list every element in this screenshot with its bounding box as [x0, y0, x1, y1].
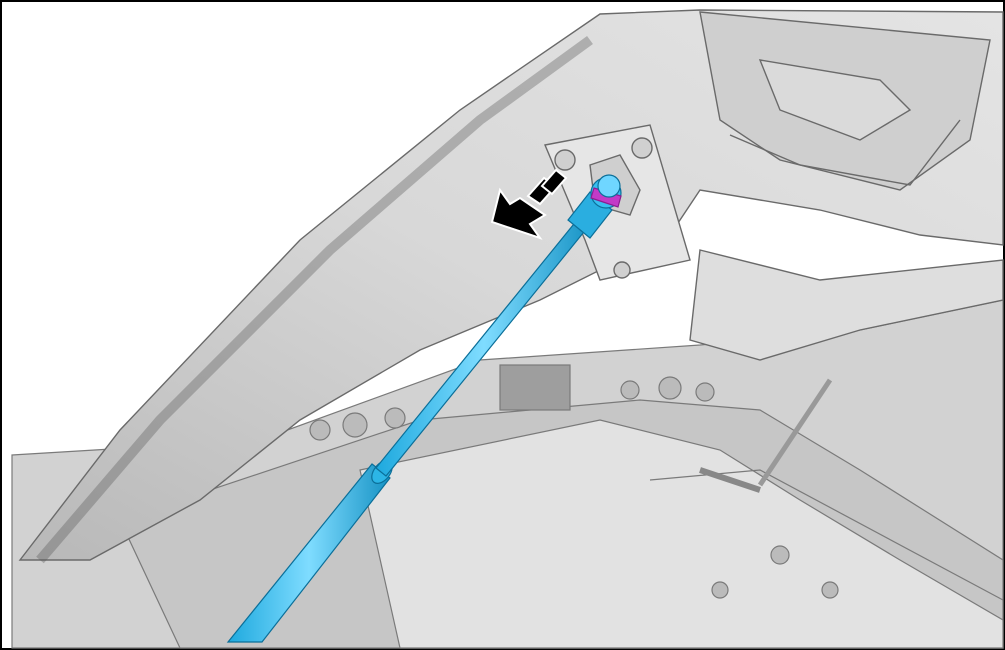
- lower-structure: [11, 299, 1004, 649]
- direction-arrow: [490, 168, 568, 240]
- gas-strut: [226, 174, 622, 643]
